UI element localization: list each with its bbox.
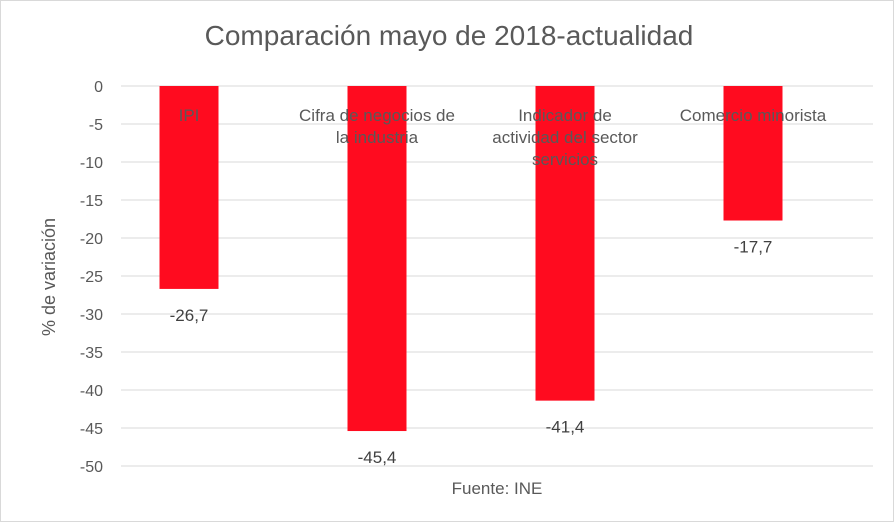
data-label: -45,4	[358, 448, 397, 467]
y-tick-label: -50	[80, 459, 103, 476]
y-tick-label: -15	[80, 193, 103, 210]
bar	[535, 86, 595, 401]
category-labels: IPI Cifra de negocios de la industria Indic…	[179, 106, 827, 169]
x-axis-title-source: Fuente: INE	[452, 479, 543, 498]
category-label-line: servicios	[532, 150, 598, 169]
y-tick-label: -10	[80, 155, 103, 172]
y-tick-label: -45	[80, 421, 103, 438]
gridlines	[121, 85, 873, 467]
bar	[347, 86, 407, 432]
category-label-line: la industria	[336, 128, 419, 147]
category-label-line: actividad del sector	[492, 128, 638, 147]
category-label: IPI	[179, 106, 200, 125]
category-label: Indicador de actividad del sector servicio…	[492, 106, 638, 169]
y-tick-label: -35	[80, 345, 103, 362]
y-tick-label: -30	[80, 307, 103, 324]
data-label: -26,7	[170, 306, 209, 325]
data-label: -17,7	[734, 238, 773, 257]
y-tick-label: -20	[80, 231, 103, 248]
category-label-line: Comercio minorista	[680, 106, 827, 125]
category-label: Cifra de negocios de la industria	[299, 106, 455, 147]
chart-title: Comparación mayo de 2018-actualidad	[205, 20, 694, 51]
data-labels: -26,7 -45,4 -41,4 -17,7	[170, 238, 773, 468]
bars	[159, 86, 783, 432]
data-label: -41,4	[546, 418, 585, 437]
category-label: Comercio minorista	[680, 106, 827, 125]
category-label-line: Cifra de negocios de	[299, 106, 455, 125]
y-axis-ticks: 0 -5 -10 -15 -20 -25 -30 -35 -40 -45 -50	[80, 79, 103, 476]
y-axis-title: % de variación	[39, 218, 59, 336]
y-tick-label: 0	[94, 79, 103, 96]
y-tick-label: -5	[89, 117, 103, 134]
y-tick-label: -25	[80, 269, 103, 286]
bar	[159, 86, 219, 289]
bar	[723, 86, 783, 221]
category-label-line: IPI	[179, 106, 200, 125]
category-label-line: Indicador de	[518, 106, 612, 125]
y-tick-label: -40	[80, 383, 103, 400]
